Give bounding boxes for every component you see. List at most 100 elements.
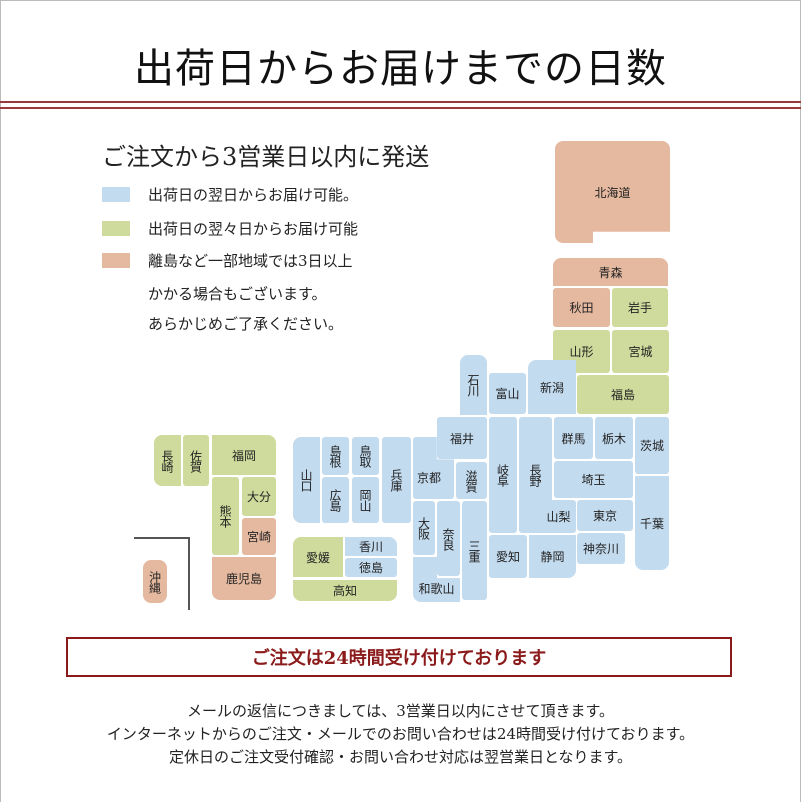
prefecture-label: 兵庫 [389, 469, 403, 491]
prefecture-36: 香川 [345, 537, 397, 556]
prefecture-label: 福島 [610, 388, 635, 402]
prefecture-label: 茨城 [639, 439, 664, 453]
legend-swatch-salmon [102, 253, 130, 268]
prefecture-29: 島根 [322, 437, 349, 475]
prefecture-42: 熊本 [212, 477, 239, 555]
prefecture-label: 徳島 [358, 561, 383, 575]
prefecture-0: 北海道 [555, 141, 670, 243]
prefecture-9: 新潟 [528, 360, 576, 414]
prefecture-37: 徳島 [345, 558, 397, 577]
okinawa-divider-vertical [188, 537, 190, 610]
prefecture-label: 青森 [598, 265, 623, 280]
prefecture-label: 和歌山 [418, 582, 455, 596]
prefecture-16: 埼玉 [554, 461, 633, 498]
prefecture-label: 高知 [332, 584, 357, 598]
prefecture-label: 大分 [246, 490, 271, 504]
prefecture-label: 福井 [449, 431, 474, 446]
prefecture-label: 山形 [569, 345, 594, 359]
prefecture-33: 奈良 [437, 501, 460, 576]
subtitle: ご注文から3営業日以内に発送 [102, 143, 430, 171]
page-title: 出荷日からお届けまでの日数 [134, 46, 667, 92]
prefecture-7: 石川 [460, 355, 487, 415]
prefecture-40: 佐賀 [183, 435, 209, 486]
prefecture-23: 三重 [462, 501, 487, 600]
prefecture-46: 沖縄 [143, 560, 167, 603]
prefecture-13: 群馬 [554, 417, 593, 459]
okinawa-divider-horizontal [134, 537, 190, 539]
prefecture-label: 愛媛 [305, 550, 330, 565]
prefecture-label: 佐賀 [188, 449, 203, 472]
prefecture-label: 秋田 [569, 301, 594, 315]
prefecture-5: 宮城 [612, 330, 669, 373]
prefecture-label: 岐阜 [495, 464, 510, 486]
prefecture-label: 大阪 [416, 517, 431, 539]
prefecture-label: 愛知 [495, 550, 520, 564]
prefecture-26: 兵庫 [382, 437, 411, 523]
prefecture-27: 鳥取 [352, 437, 379, 475]
legend-label: 離島など一部地域では3日以上 [148, 252, 353, 270]
prefecture-label: 熊本 [218, 505, 232, 527]
prefecture-label: 山梨 [546, 510, 571, 524]
prefecture-label: 石川 [466, 374, 480, 396]
prefecture-label: 群馬 [561, 431, 586, 446]
prefecture-label: 奈良 [441, 527, 455, 550]
prefecture-label: 広島 [328, 489, 342, 511]
prefecture-44: 宮崎 [242, 518, 276, 555]
legend-swatch-green [102, 221, 130, 236]
legend-item-two-days: 出荷日の翌々日からお届け可能 [102, 218, 358, 239]
prefecture-label: 新潟 [539, 380, 564, 395]
prefecture-label: 三重 [467, 539, 481, 562]
prefecture-label: 東京 [592, 509, 617, 523]
title-rule-bottom [0, 107, 801, 109]
prefecture-18: 山梨 [541, 500, 576, 533]
prefecture-label: 岩手 [627, 301, 652, 315]
title-rule-top [0, 101, 801, 103]
prefecture-38: 高知 [293, 580, 397, 601]
prefecture-label: 埼玉 [581, 473, 606, 487]
prefecture-label: 宮城 [628, 345, 653, 359]
prefecture-1: 青森 [553, 258, 668, 286]
prefecture-label: 沖縄 [147, 570, 162, 593]
prefecture-label: 福岡 [231, 448, 256, 463]
prefecture-label: 岡山 [358, 489, 372, 511]
prefecture-14: 栃木 [595, 417, 633, 459]
prefecture-15: 茨城 [635, 417, 669, 474]
prefecture-22: 静岡 [529, 535, 576, 578]
notice-text: ご注文は24時間受け付けております [251, 648, 547, 669]
legend-item-three-plus: 離島など一部地域では3日以上 [102, 250, 353, 271]
prefecture-label: 富山 [495, 387, 520, 401]
prefecture-label: 鳥取 [358, 445, 372, 467]
legend-note: かかる場合もございます。 [148, 285, 327, 303]
prefecture-label: 宮崎 [246, 530, 271, 544]
prefecture-17: 千葉 [635, 476, 669, 570]
prefecture-24: 滋賀 [456, 462, 487, 499]
legend-swatch-blue [102, 187, 130, 202]
legend-label: 出荷日の翌々日からお届け可能 [148, 220, 359, 238]
prefecture-label: 鹿児島 [225, 572, 262, 586]
prefecture-label: 京都 [417, 471, 442, 485]
prefecture-label: 千葉 [639, 516, 664, 531]
prefecture-19: 東京 [577, 500, 633, 531]
footer-line: 定休日のご注文受付確認・お問い合わせ対応は翌営業日となります。 [168, 748, 633, 766]
prefecture-label: 滋賀 [464, 469, 478, 492]
prefecture-8: 富山 [489, 373, 526, 414]
prefecture-39: 長崎 [154, 435, 181, 486]
prefecture-3: 岩手 [612, 288, 668, 327]
prefecture-41: 福岡 [212, 435, 276, 475]
prefecture-31: 山口 [293, 437, 320, 523]
order-notice-banner: ご注文は24時間受け付けております [66, 637, 732, 677]
prefecture-label: 北海道 [594, 185, 631, 200]
prefecture-30: 広島 [322, 477, 349, 523]
prefecture-label: 島根 [328, 445, 342, 467]
prefecture-label: 静岡 [540, 550, 565, 564]
prefecture-10: 福井 [437, 417, 487, 459]
prefecture-45: 鹿児島 [212, 557, 276, 600]
prefecture-11: 岐阜 [489, 417, 517, 533]
legend-item-next-day: 出荷日の翌日からお届け可能。 [102, 184, 358, 205]
prefecture-28: 岡山 [352, 477, 379, 523]
prefecture-35: 愛媛 [293, 537, 343, 577]
prefecture-label: 長野 [528, 464, 542, 486]
prefecture-2: 秋田 [553, 288, 610, 327]
prefecture-label: 神奈川 [582, 542, 619, 556]
